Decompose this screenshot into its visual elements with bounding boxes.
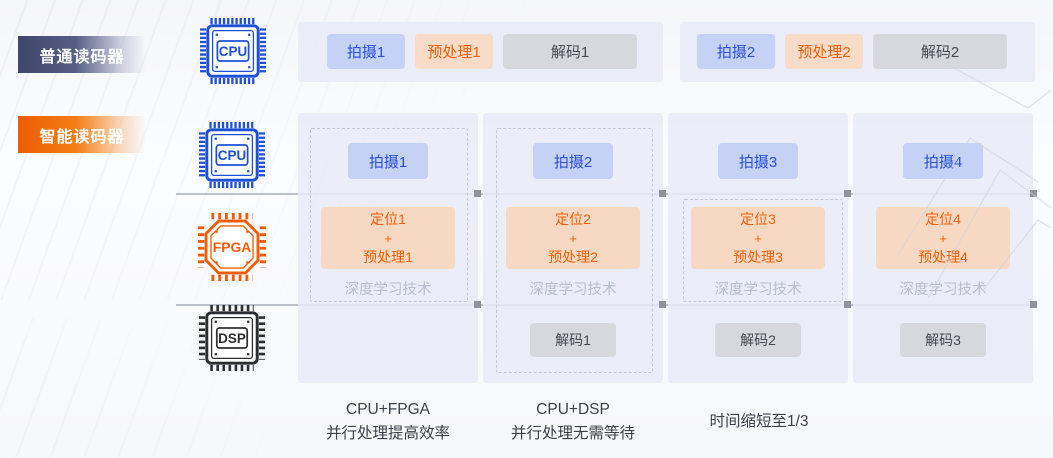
locate-preprocess-step-box: 定位4 + 预处理4 (876, 207, 1010, 269)
divider-handle (844, 190, 851, 197)
preprocess-step-label: 预处理1 (427, 44, 481, 61)
cpu-chip-label: CPU (218, 148, 246, 163)
capture-step-label: 拍摄3 (738, 153, 778, 171)
decode-step-box: 解码1 (530, 323, 616, 357)
fpga-chip-icon: FPGA (197, 213, 267, 281)
deep-learning-dashed-box (496, 128, 653, 373)
capture-step-box: 拍摄4 (903, 143, 983, 179)
preprocess-step-label: 预处理2 (548, 248, 598, 265)
locate-step-label: 定位2 (555, 210, 591, 227)
dsp-chip-icon: DSP (199, 305, 265, 371)
plus-sign: + (754, 230, 762, 246)
caption-cpu-dsp: CPU+DSP 并行处理无需等待 (473, 398, 673, 446)
divider-handle (474, 301, 481, 308)
cpu-chip-label: CPU (219, 44, 247, 59)
caption-cpu-fpga: CPU+FPGA 并行处理提高效率 (288, 398, 488, 446)
locate-step-label: 定位3 (740, 210, 776, 227)
locate-preprocess-step-box: 定位2 + 预处理2 (506, 207, 640, 269)
decode-step-box: 解码2 (715, 323, 801, 357)
decode-step-label: 解码1 (550, 44, 590, 61)
capture-step-label: 拍摄1 (346, 44, 386, 61)
ordinary-flow-panel-2: 拍摄2 预处理2 解码2 (680, 22, 1035, 82)
legend-ordinary-reader: 普通读码器 (18, 36, 146, 73)
capture-step-box: 拍摄3 (718, 143, 798, 179)
locate-preprocess-step-box: 定位3 + 预处理3 (691, 207, 825, 269)
caption-time-reduced: 时间缩短至1/3 (663, 410, 855, 434)
plus-sign: + (939, 230, 947, 246)
cpu-chip-icon: CPU (199, 122, 265, 188)
decode-step-label: 解码2 (740, 332, 776, 348)
smart-flow-column-4: 拍摄4 定位4 + 预处理4 深度学习技术 解码3 (853, 113, 1033, 383)
decode-step-box: 解码3 (900, 323, 986, 357)
decode-step-box: 解码1 (503, 34, 637, 69)
preprocess-step-label: 预处理2 (797, 44, 851, 61)
capture-step-box: 拍摄1 (327, 34, 405, 69)
caption-line: 时间缩短至1/3 (709, 413, 809, 430)
divider-handle (1030, 301, 1037, 308)
preprocess-step-box: 预处理2 (785, 34, 863, 69)
fpga-chip-label: FPGA (213, 239, 252, 255)
divider-handle (659, 190, 666, 197)
decode-step-label: 解码1 (555, 332, 591, 348)
capture-step-box: 拍摄2 (533, 143, 613, 179)
deep-learning-label: 深度学习技术 (899, 282, 987, 298)
capture-step-label: 拍摄2 (553, 153, 593, 171)
locate-preprocess-step-box: 定位1 + 预处理1 (321, 207, 455, 269)
legend-smart-label: 智能读码器 (39, 128, 125, 146)
plus-sign: + (384, 230, 392, 246)
capture-step-label: 拍摄1 (368, 153, 408, 171)
deep-learning-label: 深度学习技术 (344, 282, 432, 298)
deep-learning-dashed-box (683, 199, 843, 302)
smart-flow-column-1: 拍摄1 定位1 + 预处理1 深度学习技术 (298, 113, 478, 383)
caption-line: 并行处理无需等待 (510, 425, 635, 442)
locate-step-label: 定位1 (370, 210, 406, 227)
legend-ordinary-label: 普通读码器 (39, 48, 125, 66)
preprocess-step-label: 预处理4 (918, 248, 968, 265)
deep-learning-dashed-box (310, 128, 468, 302)
preprocess-step-label: 预处理3 (733, 248, 783, 265)
divider-handle (1030, 190, 1037, 197)
capture-step-label: 拍摄4 (923, 153, 963, 171)
preprocess-step-label: 预处理1 (363, 248, 413, 265)
caption-line: 并行处理提高效率 (325, 425, 450, 442)
deep-learning-label: 深度学习技术 (714, 282, 802, 298)
caption-line: CPU+FPGA (346, 401, 430, 418)
capture-step-label: 拍摄2 (716, 44, 756, 61)
deep-learning-label: 深度学习技术 (529, 282, 617, 298)
smart-flow-column-2: 拍摄2 定位2 + 预处理2 深度学习技术 解码1 (483, 113, 663, 383)
capture-step-box: 拍摄2 (697, 34, 775, 69)
decode-step-label: 解码3 (925, 332, 961, 348)
locate-step-label: 定位4 (925, 210, 961, 227)
cpu-chip-icon: CPU (200, 18, 266, 84)
ordinary-flow-panel-1: 拍摄1 预处理1 解码1 (298, 22, 663, 82)
plus-sign: + (569, 230, 577, 246)
preprocess-step-box: 预处理1 (415, 34, 493, 69)
decode-step-box: 解码2 (873, 34, 1007, 69)
caption-line: CPU+DSP (536, 401, 610, 418)
decode-step-label: 解码2 (920, 44, 960, 61)
legend-smart-reader: 智能读码器 (18, 116, 146, 153)
capture-step-box: 拍摄1 (348, 143, 428, 179)
divider-handle (659, 301, 666, 308)
divider-handle (474, 190, 481, 197)
background-stripes-bottom-left (0, 318, 320, 458)
divider-handle (844, 301, 851, 308)
dsp-chip-label: DSP (218, 331, 246, 346)
smart-flow-column-3: 拍摄3 定位3 + 预处理3 深度学习技术 解码2 (668, 113, 848, 383)
